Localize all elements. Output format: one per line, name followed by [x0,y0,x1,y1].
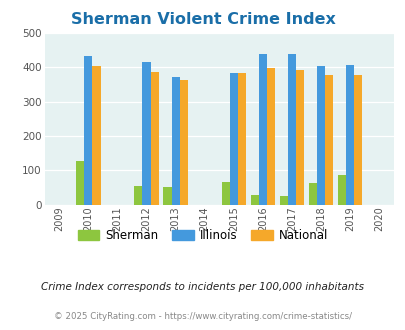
Bar [279,196,287,205]
Bar [229,73,237,205]
Bar [84,56,92,205]
Bar [134,186,142,205]
Text: Sherman Violent Crime Index: Sherman Violent Crime Index [70,12,335,26]
Bar [179,80,188,205]
Bar [337,175,345,205]
Bar [354,75,362,205]
Bar [266,68,275,205]
Bar [287,54,295,205]
Bar [221,182,229,205]
Bar [295,70,303,205]
Bar [237,74,245,205]
Bar [345,65,354,205]
Bar [92,66,100,205]
Bar [308,183,316,205]
Text: Crime Index corresponds to incidents per 100,000 inhabitants: Crime Index corresponds to incidents per… [41,282,364,292]
Bar [250,195,258,205]
Bar [142,62,150,205]
Bar [316,66,324,205]
Bar [324,75,333,205]
Bar [163,187,171,205]
Text: © 2025 CityRating.com - https://www.cityrating.com/crime-statistics/: © 2025 CityRating.com - https://www.city… [54,312,351,321]
Bar [76,161,84,205]
Bar [258,54,266,205]
Bar [171,77,179,205]
Legend: Sherman, Illinois, National: Sherman, Illinois, National [73,224,332,247]
Bar [150,72,158,205]
